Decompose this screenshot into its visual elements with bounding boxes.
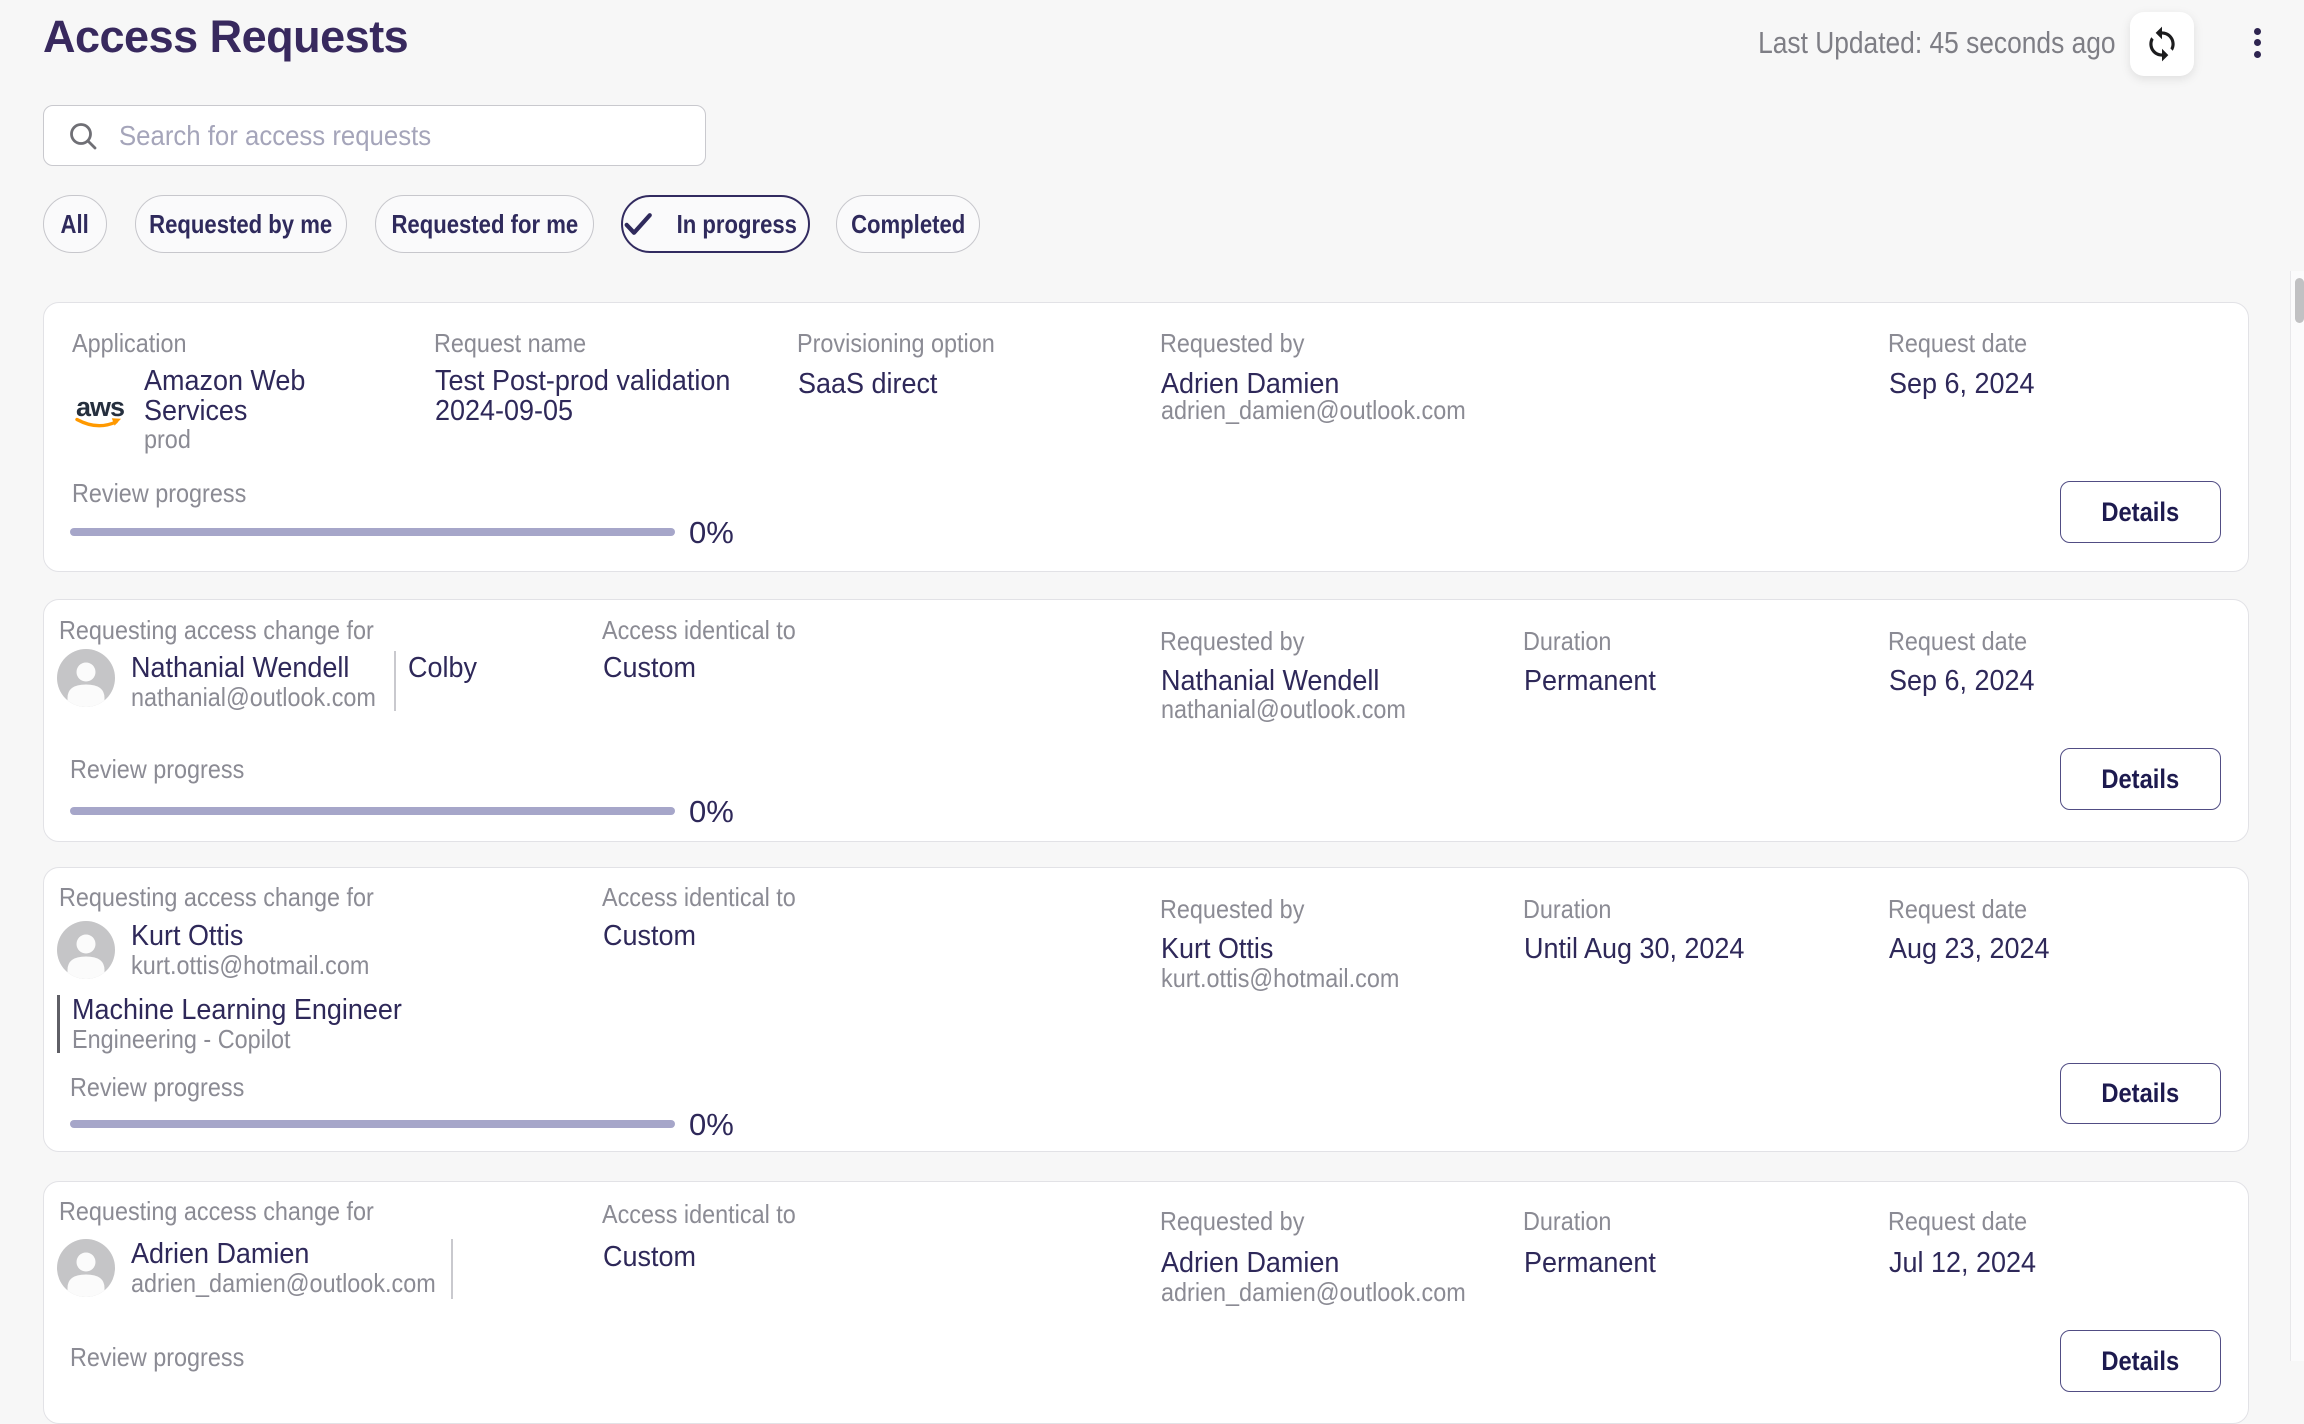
svg-text:aws: aws xyxy=(76,393,124,422)
